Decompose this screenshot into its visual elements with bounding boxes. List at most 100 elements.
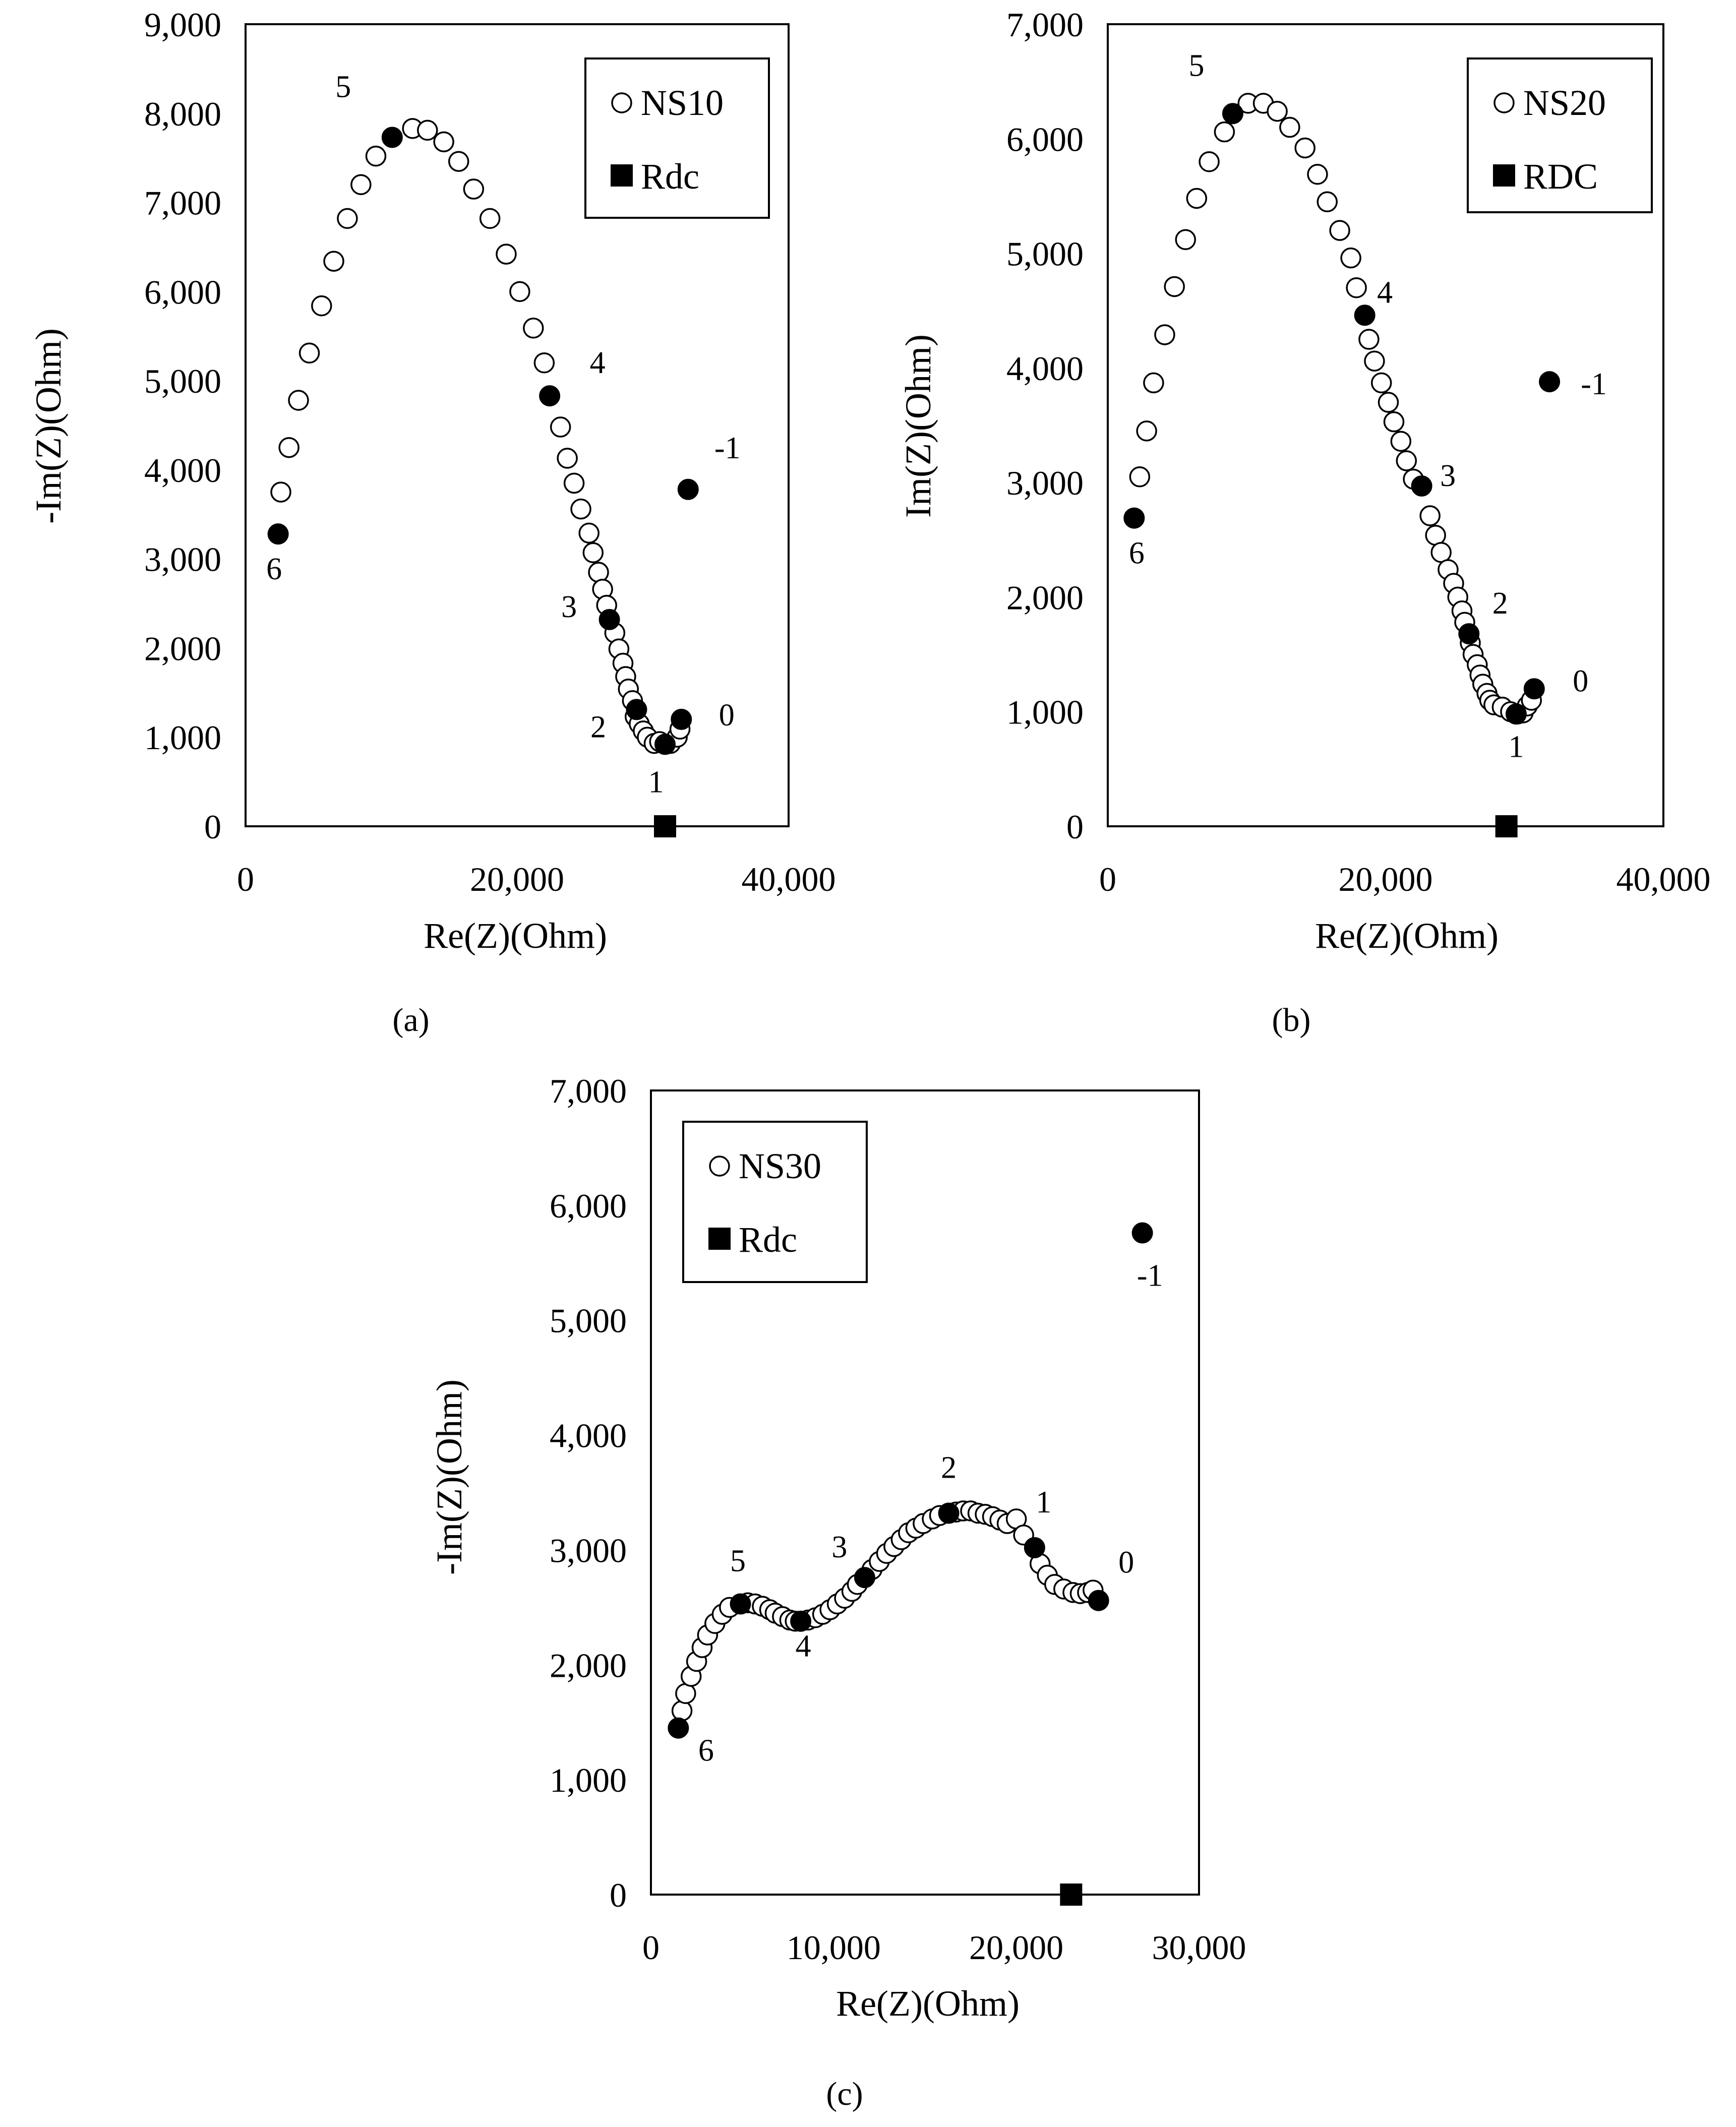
data-point-open xyxy=(1307,163,1328,185)
frequency-point xyxy=(677,478,699,500)
data-point-open xyxy=(463,178,485,200)
frequency-point xyxy=(626,699,647,720)
data-point-open xyxy=(1154,324,1175,345)
y-tick-label: 0 xyxy=(204,808,221,846)
y-tick-label: 1,000 xyxy=(1006,693,1084,732)
frequency-point xyxy=(1354,305,1375,326)
data-point-open xyxy=(582,542,604,564)
frequency-label: 5 xyxy=(730,1544,746,1578)
frequency-label: 2 xyxy=(1492,586,1508,621)
data-point-open xyxy=(1294,137,1315,159)
legend-filled-square-icon xyxy=(611,164,633,187)
x-tick-label: 30,000 xyxy=(1152,1928,1246,1967)
data-point-open xyxy=(1279,116,1300,138)
frequency-point xyxy=(654,734,676,755)
legend-label: NS10 xyxy=(641,83,724,123)
data-point-open xyxy=(1378,392,1399,413)
rdc-marker xyxy=(653,815,676,837)
y-tick-label: 3,000 xyxy=(550,1531,627,1569)
data-point-open xyxy=(1164,276,1185,297)
panel-b: 0 1,000 2,000 3,000 4,000 5,000 6,000 7,000 0 20,… xyxy=(898,6,1711,1039)
data-point-open xyxy=(270,481,291,503)
x-tick-label: 0 xyxy=(642,1928,660,1967)
y-tick-label: 2,000 xyxy=(144,629,221,667)
data-point-open xyxy=(496,244,517,265)
frequency-label: 1 xyxy=(1036,1485,1051,1520)
data-point-open xyxy=(523,318,544,339)
data-point-open xyxy=(298,342,320,364)
legend: NS30 Rdc xyxy=(682,1121,868,1283)
y-tick-label: 1,000 xyxy=(550,1761,627,1799)
y-tick-label: 2,000 xyxy=(1006,578,1084,617)
x-tick-label: 0 xyxy=(237,860,254,898)
panel-c: 0 1,000 2,000 3,000 4,000 5,000 6,000 7,000 0 10,… xyxy=(429,1072,1246,2112)
x-tick-label: 40,000 xyxy=(1617,860,1711,898)
legend-label: NS30 xyxy=(739,1146,821,1186)
plot-frame xyxy=(245,23,790,827)
data-point-open xyxy=(1199,151,1220,172)
data-point-open xyxy=(1425,524,1446,546)
frequency-label: 4 xyxy=(796,1629,811,1664)
frequency-label: 5 xyxy=(1188,48,1204,83)
data-point-open xyxy=(337,208,358,229)
data-point-open xyxy=(433,131,454,153)
frequency-point xyxy=(1123,507,1145,529)
data-point-open xyxy=(1346,277,1367,298)
x-axis-title: Re(Z)(Ohm) xyxy=(424,916,607,956)
legend: NS20 RDC xyxy=(1467,57,1653,213)
data-point-open xyxy=(311,295,332,317)
x-tick-label: 0 xyxy=(1099,860,1116,898)
x-tick-label: 20,000 xyxy=(1339,860,1433,898)
frequency-point xyxy=(267,523,289,545)
x-tick-label: 40,000 xyxy=(742,860,836,898)
data-point-open xyxy=(675,1683,696,1704)
panel-a: 0 1,000 2,000 3,000 4,000 5,000 6,000 7,000 8,00… xyxy=(28,6,836,1039)
frequency-label: 5 xyxy=(335,70,351,104)
plot-frame xyxy=(650,1089,1200,1896)
y-tick-label: 4,000 xyxy=(1006,349,1084,388)
y-tick-label: 3,000 xyxy=(144,540,221,579)
frequency-label: -1 xyxy=(714,431,741,465)
y-tick-label: 4,000 xyxy=(144,451,221,490)
y-tick-label: 7,000 xyxy=(550,1072,627,1110)
data-point-open xyxy=(1419,505,1441,526)
legend-filled-square-icon xyxy=(708,1228,731,1250)
legend-open-circle-icon xyxy=(709,1156,730,1177)
y-tick-label: 5,000 xyxy=(144,362,221,400)
data-point-open xyxy=(1370,372,1392,394)
y-tick-label: 2,000 xyxy=(550,1646,627,1684)
data-point-open xyxy=(1358,329,1380,350)
rdc-marker xyxy=(1495,815,1518,837)
data-point-open xyxy=(1364,350,1385,372)
x-axis-title: Re(Z)(Ohm) xyxy=(1315,916,1499,956)
legend-filled-square-icon xyxy=(1493,164,1515,187)
data-point-open xyxy=(1430,542,1452,563)
frequency-label: 3 xyxy=(831,1530,847,1564)
frequency-label: 3 xyxy=(561,590,577,624)
frequency-point xyxy=(668,1717,689,1739)
x-tick-label: 20,000 xyxy=(969,1928,1063,1967)
y-tick-label: 7,000 xyxy=(144,184,221,222)
y-tick-label: 8,000 xyxy=(144,95,221,133)
frequency-point xyxy=(730,1593,751,1615)
data-point-open xyxy=(1214,121,1235,143)
data-point-open xyxy=(278,437,300,458)
data-point-open xyxy=(323,251,344,272)
plot-frame xyxy=(1107,23,1664,827)
data-point-open xyxy=(1186,188,1208,209)
y-axis-title: -Im(Z)(Ohm) xyxy=(429,1379,469,1575)
y-tick-label: 6,000 xyxy=(550,1187,627,1225)
frequency-point xyxy=(598,609,620,630)
panel-caption: (a) xyxy=(392,1002,429,1039)
frequency-point xyxy=(671,708,692,730)
panel-caption: (c) xyxy=(826,2076,863,2112)
data-point-open xyxy=(417,119,438,141)
frequency-point xyxy=(1222,103,1243,125)
data-point-open xyxy=(365,145,387,167)
frequency-point xyxy=(1024,1537,1045,1558)
frequency-label: 2 xyxy=(941,1451,956,1485)
y-tick-label: 6,000 xyxy=(1006,120,1084,158)
data-point-open xyxy=(1383,411,1405,433)
y-tick-label: 0 xyxy=(610,1876,627,1914)
